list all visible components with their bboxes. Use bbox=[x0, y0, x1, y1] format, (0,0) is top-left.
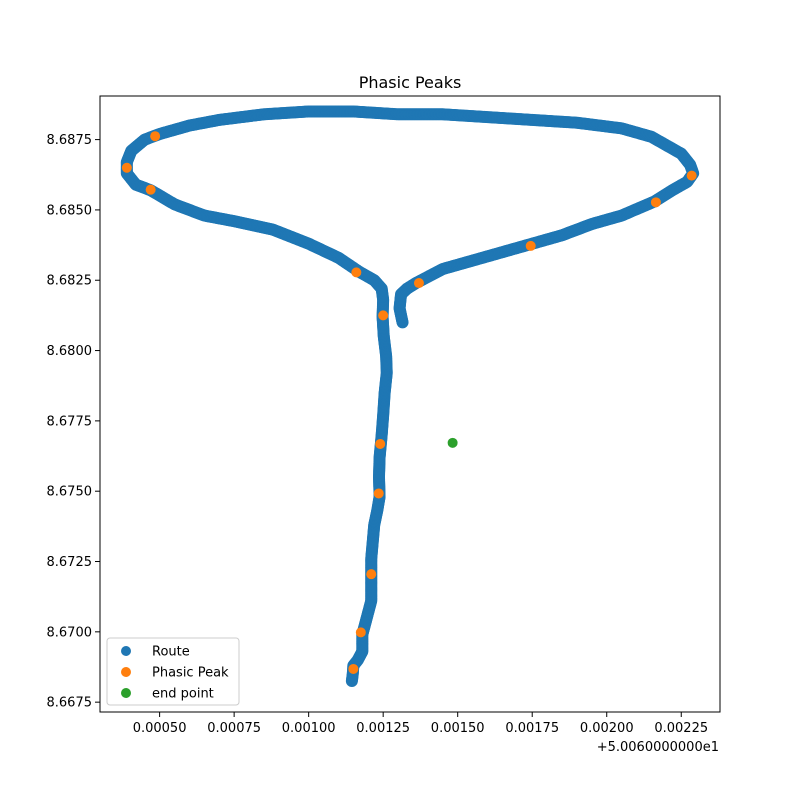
phasic-peak-point bbox=[351, 267, 362, 278]
y-tick-label: 8.6675 bbox=[47, 696, 93, 711]
phasic-peak-point bbox=[150, 131, 161, 142]
phasic-peak-point bbox=[686, 170, 697, 181]
phasic-peak-point bbox=[525, 240, 536, 251]
phasic-peak-series bbox=[121, 131, 697, 674]
x-tick-label: 0.00150 bbox=[431, 721, 485, 736]
phasic-peak-point bbox=[355, 627, 366, 638]
legend-label: Phasic Peak bbox=[152, 666, 229, 681]
route-series bbox=[120, 105, 700, 688]
y-tick-label: 8.6750 bbox=[47, 485, 93, 500]
phasic-peak-point bbox=[121, 162, 132, 173]
legend-label: end point bbox=[152, 687, 214, 702]
x-tick-label: 0.00075 bbox=[207, 721, 261, 736]
axes-frame bbox=[99, 95, 721, 713]
y-tick-label: 8.6725 bbox=[47, 555, 93, 570]
phasic-peak-point bbox=[373, 488, 384, 499]
phasic-peak-point bbox=[650, 197, 661, 208]
y-tick-label: 8.6800 bbox=[47, 344, 93, 359]
legend-box bbox=[106, 637, 240, 706]
phasic-peak-point bbox=[378, 310, 389, 321]
legend: Route Phasic Peak end point bbox=[106, 637, 240, 706]
legend-label: Route bbox=[152, 645, 190, 660]
y-tick-label: 8.6850 bbox=[47, 203, 93, 218]
phasic-peak-point bbox=[366, 569, 377, 580]
x-tick-label: 0.00225 bbox=[654, 721, 708, 736]
end-point-series bbox=[447, 437, 458, 448]
x-tick-label: 0.00125 bbox=[356, 721, 410, 736]
chart-title: Phasic Peaks bbox=[359, 73, 462, 92]
y-axis: 8.6675 8.6700 8.6725 8.6750 8.6775 8.6800 8.68… bbox=[47, 133, 100, 711]
end-point-marker bbox=[447, 437, 458, 448]
y-tick-label: 8.6875 bbox=[47, 133, 93, 148]
x-tick-label: 0.00200 bbox=[580, 721, 634, 736]
legend-marker bbox=[121, 667, 131, 677]
x-tick-label: 0.00050 bbox=[133, 721, 187, 736]
phasic-peak-point bbox=[348, 663, 359, 674]
legend-marker bbox=[121, 688, 131, 698]
y-tick-label: 8.6775 bbox=[47, 414, 93, 429]
y-tick-label: 8.6700 bbox=[47, 625, 93, 640]
route-point bbox=[345, 675, 358, 688]
legend-marker bbox=[121, 646, 131, 656]
x-tick-label: 0.00100 bbox=[282, 721, 336, 736]
phasic-peak-point bbox=[413, 278, 424, 289]
x-axis: 0.00050 0.00075 0.00100 0.00125 0.00150 0.001… bbox=[133, 712, 708, 736]
x-offset-label: +5.0060000000e1 bbox=[597, 740, 719, 755]
x-tick-label: 0.00175 bbox=[505, 721, 559, 736]
phasic-peak-point bbox=[375, 438, 386, 449]
y-tick-label: 8.6825 bbox=[47, 274, 93, 289]
phasic-peak-point bbox=[145, 184, 156, 195]
